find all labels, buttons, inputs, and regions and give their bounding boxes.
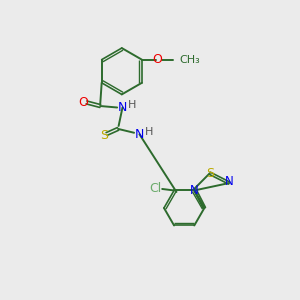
Text: N: N [135, 128, 144, 141]
Text: Cl: Cl [149, 182, 162, 196]
Text: N: N [118, 101, 127, 114]
Text: S: S [100, 129, 108, 142]
Text: CH₃: CH₃ [179, 55, 200, 64]
Text: O: O [152, 53, 162, 66]
Text: N: N [225, 175, 233, 188]
Text: O: O [78, 96, 88, 109]
Text: H: H [145, 127, 153, 137]
Text: H: H [128, 100, 136, 110]
Text: N: N [190, 184, 199, 197]
Text: S: S [206, 167, 214, 180]
